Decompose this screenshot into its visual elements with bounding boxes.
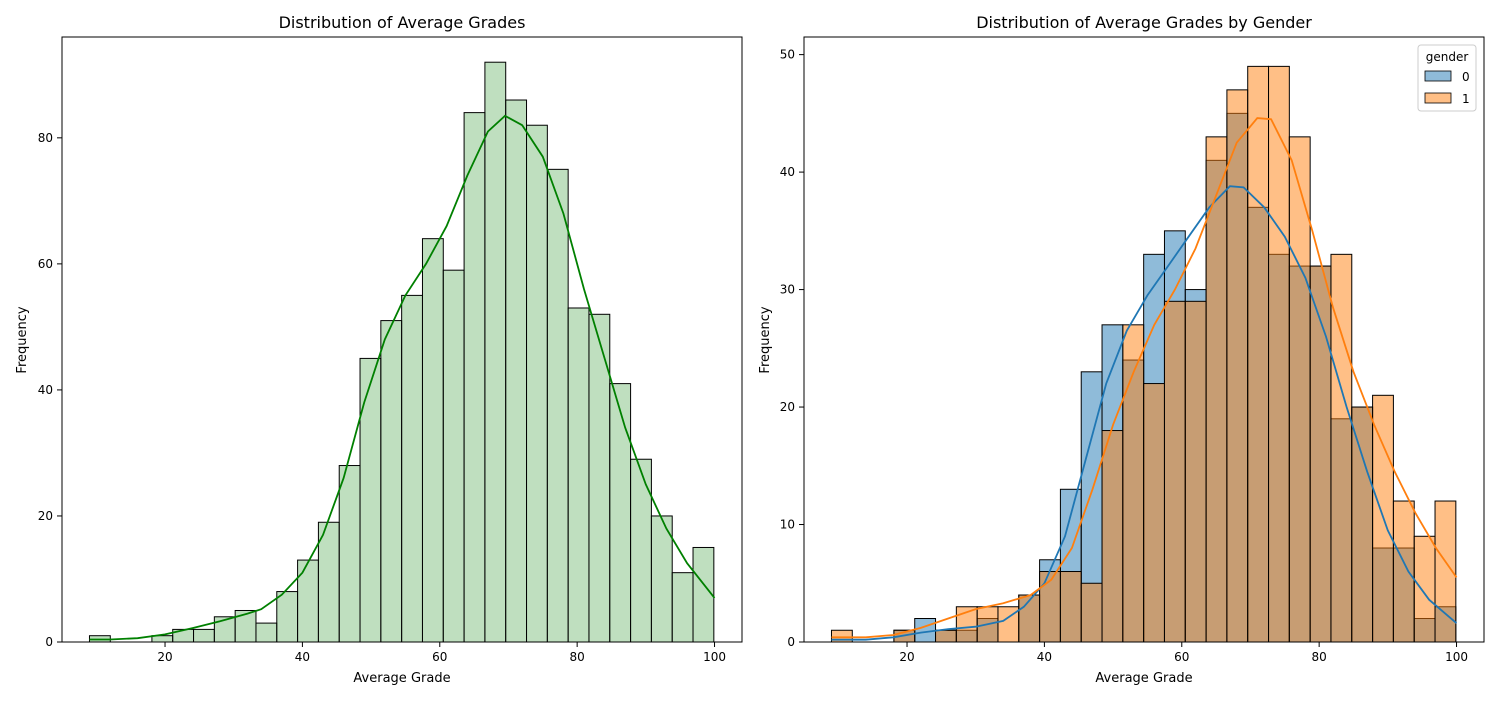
left-bar-series0-bin18 bbox=[463, 112, 486, 643]
legend-swatch-1 bbox=[1424, 92, 1452, 104]
right-chart-y-axis-label: Frequency bbox=[758, 306, 773, 373]
left-bar-series0-bin16 bbox=[421, 238, 444, 643]
right-bar-series1-bin25 bbox=[1351, 406, 1374, 643]
right-chart-x-axis-label: Average Grade bbox=[1095, 671, 1192, 686]
right-bar-series1-bin21 bbox=[1268, 65, 1290, 643]
right-bar-series1-bin5 bbox=[935, 629, 957, 643]
left-x-tick-label: 20 bbox=[157, 650, 172, 664]
right-kde-line-series0 bbox=[831, 185, 1458, 641]
left-axes-frame bbox=[61, 36, 743, 643]
left-y-tick-label: 60 bbox=[38, 257, 53, 271]
left-x-tick-label: 60 bbox=[432, 650, 447, 664]
right-bar-series1-bin17 bbox=[1184, 300, 1207, 643]
right-x-tick-label: 60 bbox=[1174, 650, 1189, 664]
right-bar-series1-bin27 bbox=[1392, 500, 1415, 643]
left-bar-series0-bin9 bbox=[276, 591, 299, 643]
left-y-tick-label: 20 bbox=[38, 509, 53, 523]
left-bar-series0-bin11 bbox=[317, 521, 340, 643]
left-bar-series0-bin5 bbox=[193, 628, 215, 643]
left-bar-series0-bin22 bbox=[546, 168, 569, 643]
left-bar-series0-bin23 bbox=[567, 307, 590, 643]
left-bar-series0-bin29 bbox=[692, 546, 715, 643]
right-axes-frame bbox=[803, 36, 1485, 643]
left-chart-plot-area: 20 40 60 80 100 0 20 40 60 80 bbox=[38, 36, 743, 664]
legend-label-0: 0 bbox=[1462, 70, 1470, 84]
left-bar-series0-bin28 bbox=[671, 572, 694, 643]
right-y-tick-label: 50 bbox=[780, 48, 795, 62]
left-y-tick-label: 0 bbox=[45, 635, 53, 649]
left-chart-x-axis-label: Average Grade bbox=[353, 671, 450, 686]
left-bar-series0-bin19 bbox=[484, 61, 507, 643]
left-chart-y-axis-label: Frequency bbox=[15, 306, 30, 373]
left-x-tick-label: 40 bbox=[295, 650, 310, 664]
left-bar-series0-bin25 bbox=[609, 383, 632, 643]
left-chart: Distribution of Average Grades 20 40 60 80 1… bbox=[15, 13, 743, 686]
right-bar-series1-bin11 bbox=[1059, 571, 1082, 643]
left-bar-series0-bin14 bbox=[380, 320, 403, 643]
left-bar-series0-bin21 bbox=[526, 124, 548, 643]
left-bar-series0-bin26 bbox=[630, 458, 652, 643]
left-y-tick-label: 40 bbox=[38, 383, 53, 397]
right-x-tick-label: 80 bbox=[1312, 650, 1327, 664]
left-bar-series0-bin17 bbox=[442, 269, 465, 643]
legend-label-1: 1 bbox=[1462, 92, 1470, 106]
right-bar-series1-bin12 bbox=[1080, 582, 1103, 643]
right-chart-title: Distribution of Average Grades by Gender bbox=[976, 13, 1312, 32]
right-y-tick-label: 20 bbox=[780, 400, 795, 414]
left-bar-series0-bin8 bbox=[255, 622, 278, 643]
left-chart-title: Distribution of Average Grades bbox=[279, 13, 526, 32]
right-bar-series1-bin9 bbox=[1018, 594, 1041, 643]
left-y-tick-label: 80 bbox=[38, 131, 53, 145]
right-x-tick-label: 20 bbox=[899, 650, 914, 664]
left-kde-line-series0 bbox=[89, 114, 716, 641]
right-bar-series1-bin16 bbox=[1163, 300, 1186, 643]
right-bar-series1-bin19 bbox=[1226, 89, 1249, 643]
left-bar-series0-bin13 bbox=[359, 357, 382, 643]
right-bar-series1-bin15 bbox=[1143, 383, 1165, 643]
right-bar-series1-bin20 bbox=[1247, 65, 1270, 643]
legend-title: gender bbox=[1426, 50, 1469, 64]
right-y-tick-label: 40 bbox=[780, 165, 795, 179]
right-bar-series1-bin10 bbox=[1039, 571, 1061, 643]
right-bar-series1-bin13 bbox=[1101, 430, 1124, 643]
right-x-tick-label: 100 bbox=[1445, 650, 1468, 664]
left-bar-series0-bin12 bbox=[338, 465, 361, 643]
right-chart: Distribution of Average Grades by Gender… bbox=[758, 13, 1485, 686]
right-y-tick-label: 0 bbox=[787, 635, 795, 649]
legend-swatch-0 bbox=[1424, 70, 1452, 82]
right-x-tick-label: 40 bbox=[1037, 650, 1052, 664]
right-bar-series1-bin28 bbox=[1413, 535, 1436, 643]
left-x-tick-label: 80 bbox=[570, 650, 585, 664]
left-bar-series0-bin20 bbox=[505, 99, 528, 643]
legend: gender 0 1 bbox=[1417, 44, 1477, 112]
right-y-tick-label: 10 bbox=[780, 518, 795, 532]
right-kde-line-series1 bbox=[831, 117, 1458, 639]
left-x-tick-label: 100 bbox=[703, 650, 726, 664]
left-bar-series0-bin27 bbox=[650, 515, 673, 643]
left-bar-series0-bin15 bbox=[401, 294, 423, 643]
left-bar-series0-bin10 bbox=[297, 559, 319, 643]
right-y-tick-label: 30 bbox=[780, 283, 795, 297]
